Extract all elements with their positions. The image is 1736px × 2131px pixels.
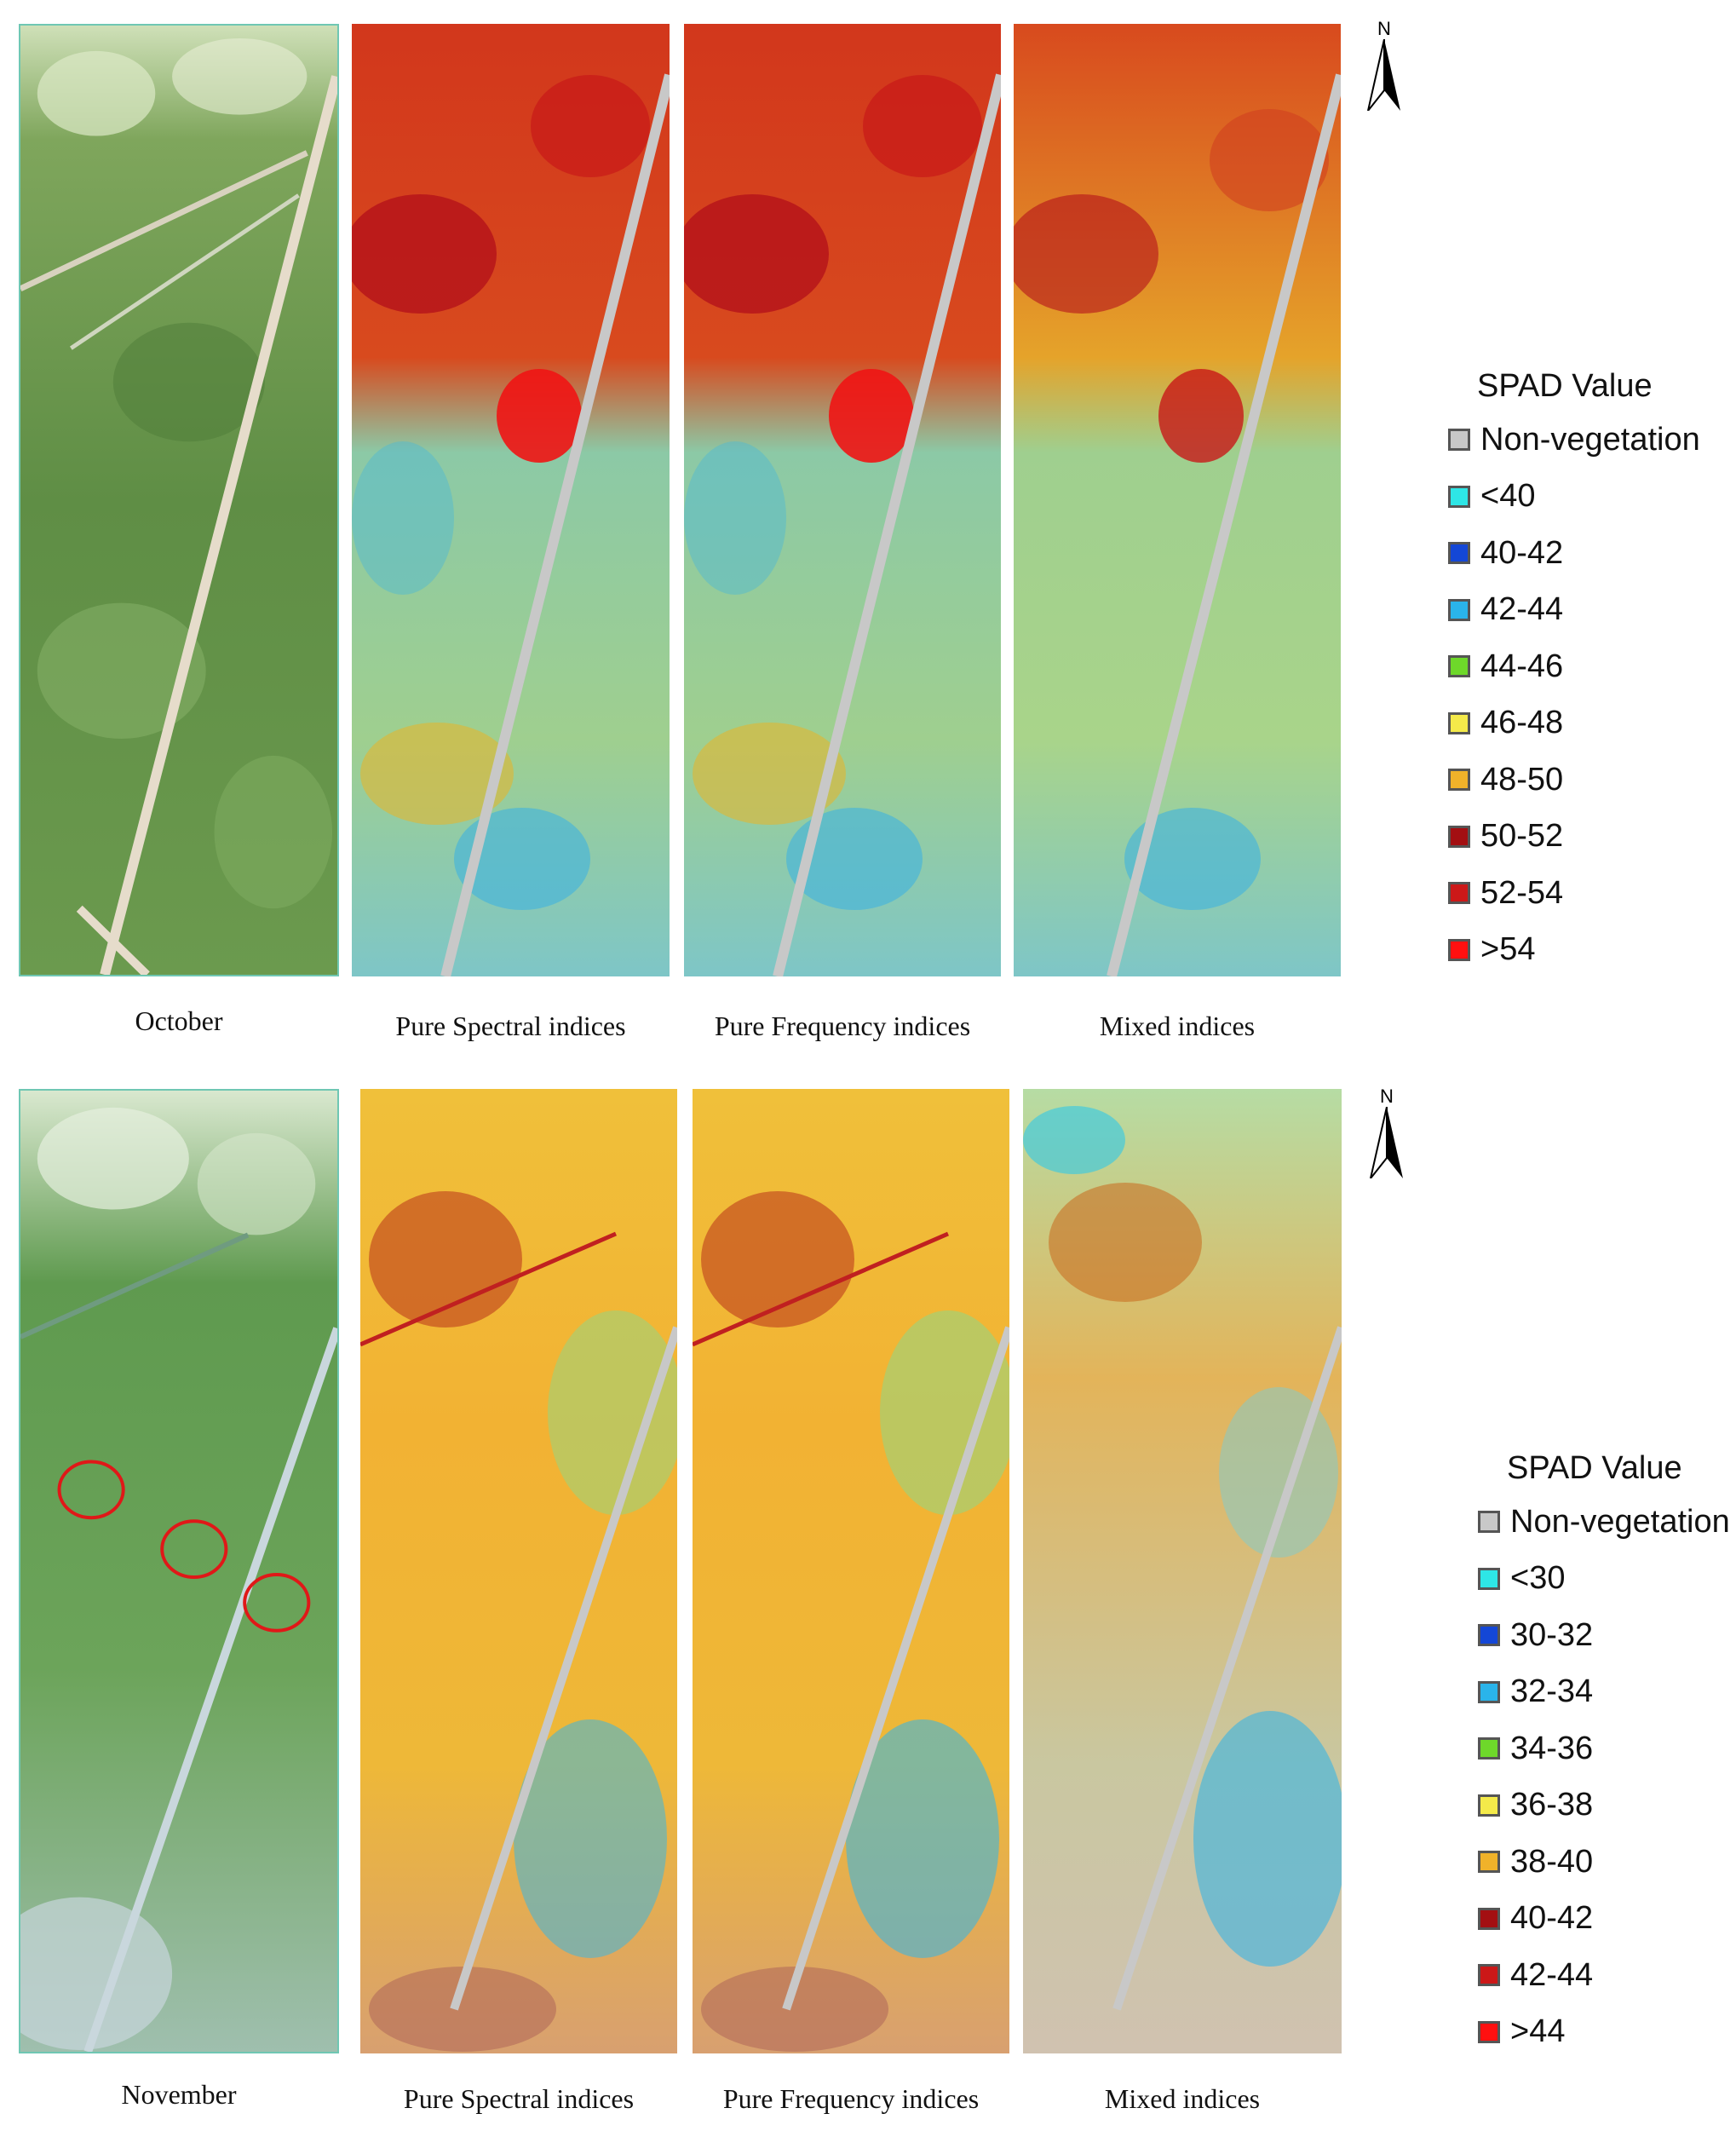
legend-item: <40 [1448, 469, 1700, 526]
legend-november: SPAD Value Non-vegetation <30 30-32 32-34 34… [1478, 1450, 1730, 2060]
legend-item: <30 [1478, 1551, 1730, 1608]
caption-october: October [135, 1005, 223, 1036]
legend-item: >54 [1448, 922, 1700, 979]
legend-item: 38-40 [1478, 1834, 1730, 1891]
legend-label: 44-46 [1480, 648, 1564, 684]
caption-october-spectral: Pure Spectral indices [395, 1011, 626, 1041]
legend-label: 42-44 [1510, 1956, 1594, 1993]
legend-item: 42-44 [1478, 1947, 1730, 2004]
north-arrow-label: N [1380, 1086, 1394, 1107]
legend-swatch [1478, 1964, 1500, 1987]
legend-item: 36-38 [1478, 1777, 1730, 1834]
legend-label: 46-48 [1480, 705, 1564, 741]
legend-swatch [1478, 1794, 1500, 1817]
october-frequency-map [684, 24, 1001, 976]
legend-item: 40-42 [1478, 1891, 1730, 1948]
legend-label: <40 [1480, 478, 1536, 515]
legend-item: 40-42 [1448, 525, 1700, 582]
legend-item: Non-vegetation [1478, 1494, 1730, 1551]
caption-november-spectral: Pure Spectral indices [403, 2083, 635, 2114]
legend-item: 42-44 [1448, 582, 1700, 639]
october-spectral-map [352, 24, 670, 976]
legend-swatch [1448, 825, 1470, 848]
legend-label: 48-50 [1480, 761, 1564, 798]
legend-label: >54 [1480, 931, 1536, 968]
caption-november: November [121, 2079, 237, 2110]
legend-swatch [1478, 1737, 1500, 1760]
legend-swatch [1448, 542, 1470, 565]
october-rgb-image [19, 24, 339, 976]
north-arrow-label: N [1377, 18, 1391, 39]
legend-items: Non-vegetation <30 30-32 32-34 34-36 36-38 38-… [1478, 1494, 1730, 2060]
legend-swatch [1478, 1624, 1500, 1647]
legend-item: 30-32 [1478, 1607, 1730, 1664]
north-arrow-top: N [1365, 19, 1404, 112]
legend-item: >44 [1478, 2004, 1730, 2061]
legend-label: 30-32 [1510, 1616, 1594, 1653]
november-frequency-map [693, 1089, 1009, 2053]
legend-label: 32-34 [1510, 1673, 1594, 1710]
november-mixed-map [1023, 1089, 1342, 2053]
legend-label: 34-36 [1510, 1730, 1594, 1766]
caption-october-mixed: Mixed indices [1099, 1011, 1256, 1041]
legend-swatch [1478, 1851, 1500, 1874]
october-mixed-map [1014, 24, 1341, 976]
legend-label: >44 [1510, 2013, 1566, 2050]
legend-swatch [1448, 882, 1470, 905]
november-rgb-image [19, 1089, 339, 2053]
north-arrow-icon [1367, 38, 1400, 112]
legend-swatch [1478, 1907, 1500, 1930]
legend-title: SPAD Value [1477, 368, 1653, 404]
legend-label: 52-54 [1480, 874, 1564, 911]
legend-swatch [1448, 655, 1470, 678]
legend-swatch [1448, 598, 1470, 621]
caption-november-frequency: Pure Frequency indices [722, 2083, 980, 2114]
legend-swatch [1448, 485, 1470, 508]
legend-item: 46-48 [1448, 695, 1700, 752]
legend-label: 50-52 [1480, 818, 1564, 855]
legend-swatch [1448, 711, 1470, 734]
legend-items: Non-vegetation <40 40-42 42-44 44-46 46-48 48-… [1448, 412, 1700, 978]
legend-swatch [1478, 1680, 1500, 1703]
legend-swatch [1448, 769, 1470, 792]
legend-title: SPAD Value [1507, 1450, 1682, 1486]
legend-label: 36-38 [1510, 1787, 1594, 1823]
legend-swatch [1478, 2020, 1500, 2043]
legend-item: 34-36 [1478, 1720, 1730, 1777]
legend-swatch [1478, 1567, 1500, 1590]
north-arrow-bottom: N [1367, 1086, 1406, 1180]
red-circle-marker [243, 1572, 311, 1633]
legend-label: 42-44 [1480, 591, 1564, 628]
legend-swatch [1448, 938, 1470, 961]
caption-november-mixed: Mixed indices [1104, 2083, 1261, 2114]
caption-october-frequency: Pure Frequency indices [714, 1011, 971, 1041]
legend-label: <30 [1510, 1560, 1566, 1597]
legend-item: 44-46 [1448, 638, 1700, 695]
legend-item: 50-52 [1448, 809, 1700, 866]
legend-label: Non-vegetation [1480, 421, 1700, 458]
legend-label: Non-vegetation [1510, 1503, 1730, 1540]
legend-item: 52-54 [1448, 865, 1700, 922]
legend-october: SPAD Value Non-vegetation <40 40-42 42-44 44… [1448, 368, 1700, 978]
legend-label: 38-40 [1510, 1843, 1594, 1880]
red-circle-marker [160, 1519, 228, 1579]
legend-swatch [1478, 1511, 1500, 1534]
november-spectral-map [360, 1089, 677, 2053]
north-arrow-icon [1370, 1106, 1403, 1179]
legend-item: Non-vegetation [1448, 412, 1700, 469]
legend-label: 40-42 [1480, 534, 1564, 571]
legend-item: 32-34 [1478, 1664, 1730, 1721]
legend-item: 48-50 [1448, 752, 1700, 809]
red-circle-marker [57, 1460, 125, 1520]
legend-label: 40-42 [1510, 1900, 1594, 1937]
legend-swatch [1448, 429, 1470, 452]
